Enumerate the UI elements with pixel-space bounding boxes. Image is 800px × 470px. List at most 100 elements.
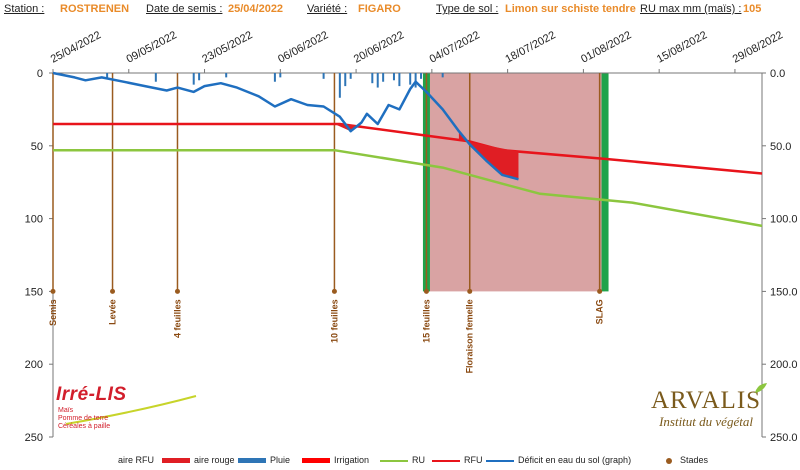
- green-stage-bar: [601, 73, 609, 292]
- y-tick-label-left: 100: [25, 214, 43, 226]
- legend-item-irrigation: Irrigation: [302, 455, 369, 465]
- chart-legend: aire RFU aire rouge Pluie Irrigation RU …: [0, 455, 800, 469]
- x-tick-label: 06/06/2022: [276, 29, 330, 65]
- legend-item-deficit: Déficit en eau du sol (graph): [486, 455, 631, 465]
- arvalis-logo: ARVALIS Institut du végétal: [636, 383, 776, 434]
- ru-line: [53, 148, 763, 228]
- legend-item-stades: Stades: [660, 455, 708, 465]
- legend-swatch: [380, 459, 408, 462]
- arvalis-logo-title: ARVALIS: [650, 387, 762, 414]
- variety-value: FIGARO: [358, 3, 401, 15]
- rain-bar: [322, 73, 325, 79]
- deficit-line: [52, 71, 519, 181]
- irrelis-logo: Irré-LIS Maïs Pomme de terre Céréales à …: [56, 384, 206, 434]
- stage-marker: [423, 288, 429, 294]
- soil-type-label: Type de sol :: [436, 3, 499, 15]
- rain-bar: [154, 73, 157, 82]
- rain-bar: [398, 73, 401, 87]
- y-tick-label-right: 200.0: [770, 359, 798, 371]
- stage-label: 4 feuilles: [172, 299, 182, 338]
- legend-item-aire-rouge: aire rouge: [162, 455, 235, 465]
- y-tick-label-right: 0.0: [770, 68, 785, 80]
- y-tick-label-right: 250.0: [770, 432, 798, 444]
- legend-label: RU: [412, 455, 425, 465]
- rain-bar: [349, 73, 352, 79]
- legend-label: Stades: [680, 455, 709, 465]
- legend-item-aire-rfu: aire RFU: [118, 455, 154, 465]
- x-tick-label: 23/05/2022: [200, 29, 254, 65]
- stage-label: Levée: [108, 299, 118, 325]
- x-tick-label: 15/08/2022: [655, 29, 709, 65]
- red-zone-area: [426, 73, 606, 292]
- rain-bar: [441, 73, 444, 78]
- rain-bar: [198, 73, 201, 81]
- rain-bar: [414, 73, 417, 88]
- rain-bar: [382, 73, 385, 82]
- station-label: Station :: [4, 3, 45, 15]
- irrelis-swoosh-icon: [65, 395, 197, 425]
- rain-bar: [106, 73, 109, 79]
- legend-item-ru: RU: [380, 455, 425, 465]
- x-tick-label: 29/08/2022: [731, 29, 785, 65]
- x-tick-label: 18/07/2022: [503, 29, 557, 65]
- legend-swatch: [666, 457, 672, 464]
- y-tick-label-left: 50: [31, 141, 43, 153]
- x-tick-label: 20/06/2022: [352, 29, 406, 65]
- y-tick-label-left: 250: [25, 432, 43, 444]
- y-tick-label-right: 150.0: [770, 286, 798, 298]
- legend-swatch: [238, 458, 266, 464]
- irrelis-line: Céréales à paille: [58, 423, 111, 430]
- legend-swatch: [162, 458, 190, 464]
- y-tick-label-left: 150: [25, 286, 43, 298]
- stage-label: SLAG: [595, 299, 605, 324]
- sowing-date-label: Date de semis :: [146, 3, 223, 15]
- legend-swatch: [486, 459, 514, 462]
- legend-label: RFU: [464, 455, 483, 465]
- stage-label: Floraison femelle: [465, 299, 475, 373]
- stage-marker: [467, 288, 473, 294]
- stage-marker: [50, 288, 56, 294]
- rain-bar: [279, 73, 282, 78]
- stage-marker: [110, 288, 116, 294]
- arvalis-leaf-icon: [755, 383, 767, 393]
- stage-marker: [174, 288, 180, 294]
- x-tick-label: 25/04/2022: [49, 29, 103, 65]
- arvalis-logo-subtitle: Institut du végétal: [659, 414, 753, 429]
- x-tick-label: 01/08/2022: [579, 29, 633, 65]
- x-tick-label: 09/05/2022: [125, 29, 179, 65]
- irrelis-logo-title: Irré-LIS: [56, 384, 127, 405]
- red-deficit-area: [458, 131, 519, 180]
- legend-item-rfu: RFU: [432, 455, 483, 465]
- rain-bar: [392, 73, 395, 81]
- variety-label: Variété :: [307, 3, 348, 15]
- rain-bar: [344, 73, 347, 87]
- ru-max-label: RU max mm (maïs) :: [640, 3, 742, 15]
- stage-label: Semis: [48, 299, 58, 326]
- sowing-date-value: 25/04/2022: [228, 3, 284, 15]
- rain-bar: [376, 73, 379, 88]
- rain-bar: [420, 73, 423, 79]
- ru-max-value: 105: [743, 3, 762, 15]
- stage-marker: [331, 288, 337, 294]
- legend-swatch: [432, 459, 460, 462]
- rain-bar: [192, 73, 195, 85]
- stage-label: 15 feuilles: [421, 299, 431, 343]
- stage-label: 10 feuilles: [329, 299, 339, 343]
- soil-type-value: Limon sur schiste tendre: [505, 3, 636, 15]
- irrelis-line: Maïs: [58, 407, 74, 414]
- legend-swatch: [302, 458, 330, 464]
- rain-bar: [371, 73, 374, 84]
- legend-label: Déficit en eau du sol (graph): [518, 455, 632, 465]
- legend-item-pluie: Pluie: [238, 455, 290, 465]
- rain-bar: [338, 73, 341, 98]
- station-value: ROSTRENEN: [60, 3, 130, 15]
- legend-label: aire rouge: [194, 455, 235, 465]
- header-bar: Station : ROSTRENEN Date de semis : 25/0…: [0, 0, 800, 20]
- legend-label: Irrigation: [334, 455, 370, 465]
- y-tick-label-left: 200: [25, 359, 43, 371]
- y-tick-label-left: 0: [37, 68, 43, 80]
- rain-bar: [409, 73, 412, 85]
- rain-bar: [225, 73, 228, 78]
- y-tick-label-right: 100.0: [770, 214, 798, 226]
